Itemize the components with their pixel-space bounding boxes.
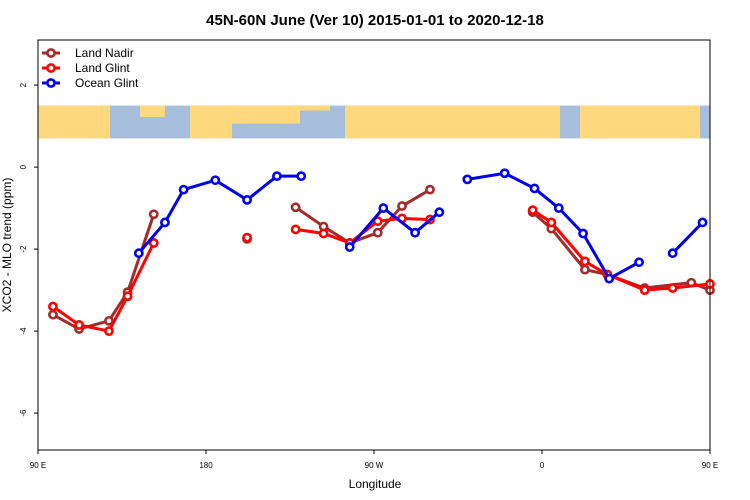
data-point bbox=[242, 194, 252, 205]
x-axis: 90 E 180 90 W 0 90 E bbox=[30, 450, 718, 470]
data-point bbox=[372, 227, 383, 238]
y-tick-label: 0 bbox=[19, 164, 28, 169]
chart-marks bbox=[48, 168, 715, 336]
data-point bbox=[148, 238, 159, 248]
land-region bbox=[345, 105, 430, 139]
series-ocean-glint bbox=[133, 168, 708, 284]
data-point bbox=[667, 283, 678, 293]
land-region bbox=[580, 105, 700, 139]
data-point bbox=[272, 171, 282, 182]
legend-label: Land Nadir bbox=[75, 46, 134, 60]
data-point bbox=[580, 264, 590, 275]
data-point bbox=[133, 248, 144, 259]
land-region bbox=[190, 105, 232, 139]
series-line bbox=[294, 188, 431, 245]
x-axis-label: Longitude bbox=[349, 477, 402, 491]
data-point bbox=[178, 184, 189, 195]
data-point bbox=[148, 209, 159, 220]
data-point bbox=[242, 232, 252, 243]
legend-marker bbox=[46, 48, 56, 58]
data-point bbox=[397, 201, 407, 211]
land-region bbox=[430, 105, 560, 139]
y-tick-label: -2 bbox=[19, 245, 28, 253]
data-point bbox=[372, 216, 383, 227]
data-point bbox=[546, 217, 557, 228]
land-region bbox=[140, 105, 165, 118]
series-line bbox=[531, 211, 711, 292]
data-point bbox=[667, 248, 678, 259]
data-point bbox=[290, 224, 301, 235]
x-tick-label: 90 W bbox=[365, 461, 384, 470]
data-point bbox=[553, 203, 564, 213]
data-point bbox=[580, 256, 590, 267]
land-region bbox=[300, 105, 330, 111]
data-point bbox=[104, 326, 114, 336]
data-point bbox=[434, 207, 445, 218]
data-point bbox=[410, 227, 420, 238]
x-tick-label: 90 E bbox=[702, 461, 718, 470]
y-tick-label: 2 bbox=[19, 82, 28, 87]
series-line bbox=[671, 221, 704, 255]
chart-title: 45N-60N June (Ver 10) 2015-01-01 to 2020… bbox=[206, 12, 544, 29]
land-region bbox=[38, 105, 110, 139]
data-point bbox=[48, 301, 58, 312]
legend-marker bbox=[46, 78, 56, 88]
world-map-strip bbox=[38, 105, 710, 139]
y-tick-label: -4 bbox=[19, 327, 28, 335]
series-line bbox=[137, 174, 302, 255]
land-region bbox=[232, 105, 300, 124]
data-point bbox=[529, 183, 540, 194]
data-point bbox=[378, 203, 389, 213]
data-point bbox=[48, 309, 58, 320]
data-point bbox=[697, 217, 708, 228]
data-point bbox=[578, 228, 588, 239]
data-point bbox=[344, 242, 355, 252]
data-point bbox=[604, 273, 615, 284]
data-point bbox=[160, 217, 170, 228]
data-point bbox=[122, 291, 133, 302]
x-tick-label: 0 bbox=[540, 461, 545, 470]
legend-label: Ocean Glint bbox=[75, 76, 139, 90]
data-point bbox=[499, 168, 510, 179]
data-point bbox=[527, 205, 538, 216]
series-line bbox=[348, 206, 441, 249]
data-point bbox=[290, 202, 301, 213]
data-point bbox=[425, 184, 435, 195]
x-tick-label: 180 bbox=[199, 461, 213, 470]
y-axis-label: XCO2 - MLO trend (ppm) bbox=[0, 178, 14, 313]
legend-label: Land Glint bbox=[75, 61, 130, 75]
data-point bbox=[210, 175, 221, 186]
data-point bbox=[104, 315, 114, 326]
data-point bbox=[639, 285, 650, 295]
plot-frame bbox=[37, 39, 711, 451]
data-point bbox=[296, 171, 307, 182]
y-tick-label: -6 bbox=[19, 409, 28, 417]
data-point bbox=[74, 320, 84, 330]
data-point bbox=[634, 257, 644, 268]
x-tick-label: 90 E bbox=[30, 461, 46, 470]
legend-marker bbox=[46, 63, 56, 73]
data-point bbox=[318, 228, 329, 239]
y-axis: 2 0 -2 -4 -6 bbox=[19, 82, 38, 417]
data-point bbox=[462, 174, 473, 185]
